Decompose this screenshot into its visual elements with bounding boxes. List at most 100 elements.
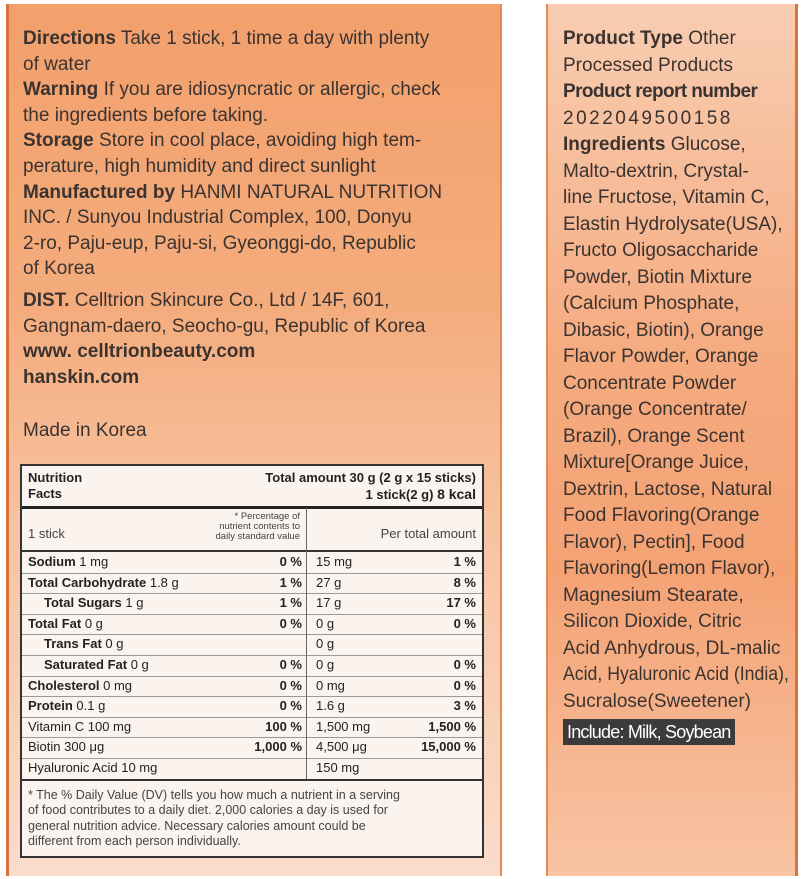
serving: 1 stick(2 g)	[365, 487, 434, 502]
total: 0 mg	[316, 677, 345, 693]
text-line: Acid Anhydrous, DL-malic	[563, 636, 781, 662]
text-line: Processed Products	[563, 53, 733, 79]
ingredient-text: Powder, Biotin Mixture	[563, 266, 753, 288]
text-line: 2-ro, Paju-eup, Paju-si, Gyeonggi-do, Re…	[23, 231, 416, 257]
percent: 1 %	[279, 574, 302, 590]
nutrient: Total Sugars 1 g	[44, 595, 143, 611]
nutrient-amount: 10 mg	[121, 760, 158, 775]
section-text: of Korea	[23, 258, 95, 280]
text-line: 2022049500158	[563, 106, 733, 132]
total-percent: 8 %	[453, 574, 476, 590]
ingredient-text: Magnesium Stearate,	[563, 584, 744, 606]
text-line: Gangnam-daero, Seocho-gu, Republic of Ko…	[23, 314, 425, 340]
rule	[22, 506, 482, 509]
text-line: Flavor Powder, Orange	[563, 344, 758, 370]
text-line: DIST. Celltrion Skincure Co., Ltd / 14F,…	[23, 288, 389, 314]
col-percent: * Percentage of	[234, 511, 301, 522]
section-label: Storage	[23, 130, 94, 152]
section-text: HANMI NATURAL NUTRITION	[180, 181, 443, 203]
website: www. celltrionbeauty.com	[23, 339, 255, 365]
total: 1,500 mg	[316, 718, 371, 734]
nutrient-amount: 1 mg	[79, 554, 109, 569]
nutrient: Sodium 1 mg	[28, 554, 108, 570]
text-line: Concentrate Powder	[563, 371, 736, 397]
text-line: Ingredients Glucose,	[563, 132, 746, 158]
nutrient-name: Cholesterol	[28, 677, 100, 693]
text-line: Elastin Hydrolysate(USA),	[563, 212, 783, 238]
nutrient: Biotin 300 μg	[28, 739, 104, 755]
text-line: Manufactured by HANMI NATURAL NUTRITION	[23, 180, 442, 206]
website: hanskin.com	[23, 365, 139, 391]
text-line: (Calcium Phosphate,	[563, 291, 739, 317]
text-line: (Orange Concentrate/	[563, 397, 747, 423]
total-percent: 1,500 %	[428, 718, 476, 734]
text-line: Sucralose(Sweetener)	[563, 689, 751, 715]
text-line: Magnesium Stearate,	[563, 583, 744, 609]
nutrient-amount: 0 g	[105, 636, 124, 652]
section-label: Warning	[23, 79, 99, 101]
text-line: Food Flavoring(Orange	[563, 503, 759, 529]
website-text: www. celltrionbeauty.com	[23, 341, 256, 363]
nutrient: Vitamin C 100 mg	[28, 719, 131, 735]
rule	[22, 716, 482, 718]
percent: 0 %	[279, 698, 302, 714]
nutrient-name: Total Carbohydrate	[28, 574, 147, 590]
rule	[22, 758, 482, 759]
text-line: Dibasic, Biotin), Orange	[563, 318, 764, 344]
ingredient-text: Dextrin, Lactose, Natural	[563, 478, 773, 500]
section-text: Processed Products	[563, 54, 734, 76]
section-label: Product Type	[563, 28, 683, 49]
total-percent: 15,000 %	[421, 739, 476, 755]
rule	[22, 634, 482, 636]
rule	[22, 550, 482, 552]
text-line: Warning If you are idiosyncratic or alle…	[23, 77, 440, 103]
text-line: the ingredients before taking.	[23, 103, 268, 129]
origin-text: Made in Korea	[23, 420, 147, 442]
ingredient-text: Acid, Hyaluronic Acid (India),	[563, 664, 789, 685]
col-divider	[306, 508, 307, 779]
percent: 100 %	[265, 718, 302, 734]
col-serving: 1 stick	[28, 526, 65, 541]
text-line: Brazil), Orange Scent	[563, 424, 745, 450]
total-percent: 1 %	[453, 554, 476, 569]
ingredient-text: Fructo Oligosaccharide	[563, 240, 759, 261]
section-label: Manufactured by	[23, 181, 176, 203]
total-percent: 3 %	[453, 698, 476, 714]
total: 27 g	[316, 574, 342, 590]
percent: 0 %	[279, 657, 302, 672]
text-line: Silicon Dioxide, Citric	[563, 609, 741, 635]
total: 0 g	[316, 636, 335, 652]
nutrient-name: Vitamin C	[28, 718, 85, 734]
text-line: Dextrin, Lactose, Natural	[563, 477, 772, 503]
total-percent: 0 %	[453, 615, 476, 631]
text-line: of water	[23, 52, 91, 78]
nutrient-name: Hyaluronic Acid	[28, 760, 118, 775]
percent: 1,000 %	[254, 739, 302, 755]
allergen: Include: Milk, Soybean	[563, 719, 735, 745]
nutrient: Trans Fat 0 g	[44, 636, 124, 652]
origin: Made in Korea	[23, 418, 147, 444]
text-line: perature, high humidity and direct sunli…	[23, 154, 376, 180]
nutrient-amount: 1.8 g	[149, 574, 179, 590]
total: 0 g	[316, 657, 335, 672]
total-percent: 0 %	[453, 677, 476, 693]
section-text: Celltrion Skincure Co., Ltd / 14F, 601,	[74, 290, 390, 311]
nutrient-amount: 300 μg	[64, 739, 105, 755]
nutrient-amount: 0 mg	[103, 677, 133, 693]
rule	[22, 572, 482, 574]
section-text: Take 1 stick, 1 time a day with plenty	[120, 28, 430, 49]
text-line: Malto-dextrin, Crystal-	[563, 159, 749, 185]
total-amount: Total amount 30 g (2 g x 15 sticks)	[265, 470, 476, 485]
total: 0 g	[316, 615, 335, 631]
nutrient: Total Carbohydrate 1.8 g	[28, 575, 179, 591]
col-percent: daily standard value	[215, 531, 301, 542]
section-text: of water	[23, 53, 91, 75]
text-line: line Fructose, Vitamin C,	[563, 185, 770, 211]
rule	[22, 696, 482, 698]
nutrient-amount: 0 g	[130, 657, 149, 672]
nutrition-table: Nutrition Facts Total amount 30 g (2 g x 1…	[20, 464, 484, 858]
footnote: * The % Daily Value (DV) tells you how m…	[28, 787, 400, 802]
col-percent: nutrient contents to	[219, 521, 300, 532]
nutrient-name: Total Fat	[28, 615, 82, 631]
nutrient-name: Biotin	[28, 739, 61, 755]
